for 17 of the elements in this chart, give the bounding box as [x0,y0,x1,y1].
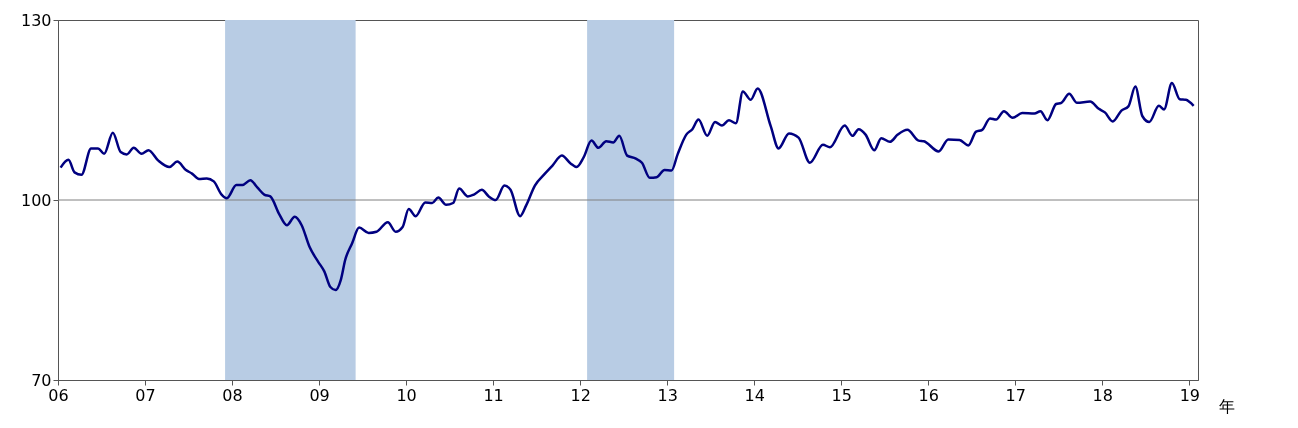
x-tick-label: 08 [222,385,243,405]
x-tick-label: 16 [918,385,939,405]
x-tick-label: 14 [744,385,765,405]
x-tick-label: 07 [135,385,156,405]
y-tick-label: 130 [20,10,52,30]
x-tick-label: 11 [483,385,504,405]
y-tick-label: 100 [20,190,52,210]
x-tick-label: 13 [657,385,678,405]
x-tick-label: 17 [1005,385,1026,405]
x-tick-label: 15 [831,385,852,405]
x-tick-label: 10 [396,385,417,405]
x-tick-label: 18 [1092,385,1113,405]
x-tick-label: 19 [1179,385,1200,405]
x-tick-label: 09 [309,385,330,405]
line-series [59,81,1195,292]
x-axis-title: 年 [1218,396,1235,416]
x-tick-label: 12 [570,385,591,405]
